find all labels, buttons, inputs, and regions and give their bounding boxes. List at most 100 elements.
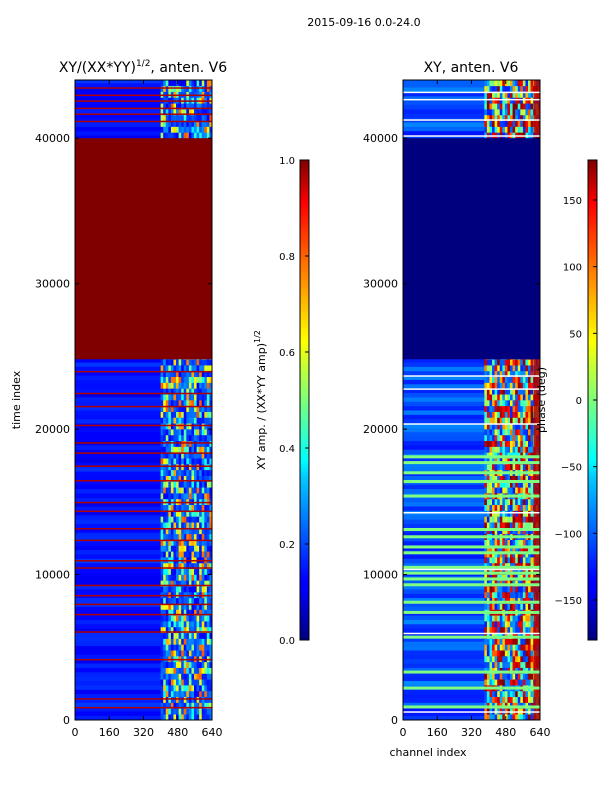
heat-cell — [165, 714, 169, 720]
heat-cell — [520, 429, 524, 436]
heat-cell — [178, 562, 182, 570]
heat-cell — [499, 656, 503, 663]
heat-cell — [188, 615, 192, 622]
heat-cell — [160, 586, 164, 593]
heat-cell — [507, 528, 511, 535]
heat-cell — [183, 510, 187, 517]
heat-cell — [168, 469, 172, 476]
flag-line — [403, 670, 540, 674]
heat-cell — [528, 85, 531, 92]
heat-cell — [170, 580, 174, 587]
heat-cell — [199, 423, 203, 430]
heat-cell — [196, 650, 200, 657]
heat-cell — [525, 120, 529, 127]
heat-cell — [494, 365, 498, 372]
heat-cell — [199, 475, 203, 482]
heat-cell — [484, 638, 488, 645]
heat-cell — [209, 429, 212, 436]
heat-cell — [199, 80, 203, 87]
heat-cell — [492, 446, 495, 453]
heat-cell — [209, 423, 212, 430]
heat-cell — [507, 673, 511, 680]
heat-cell — [522, 370, 526, 378]
heat-cell — [497, 114, 501, 122]
heat-cell — [206, 370, 210, 378]
heat-cell — [510, 481, 513, 488]
heat-cell — [515, 586, 519, 593]
heat-cell — [530, 370, 534, 378]
heat-cell — [206, 673, 210, 680]
heat-band — [75, 658, 212, 664]
heat-cell — [492, 661, 495, 668]
heat-cell — [170, 545, 174, 552]
heat-cell — [199, 597, 203, 604]
heat-cell — [176, 510, 179, 517]
heat-cell — [528, 551, 531, 558]
heat-cell — [510, 557, 513, 564]
heat-band — [75, 641, 212, 647]
heat-cell — [206, 440, 210, 447]
heat-cell — [499, 80, 503, 87]
heat-cell — [196, 382, 200, 389]
heat-cell — [528, 650, 531, 657]
heat-cell — [499, 405, 503, 412]
heat-cell — [183, 411, 187, 418]
heat-cell — [525, 434, 529, 442]
heat-cell — [168, 528, 172, 535]
heat-cell — [484, 423, 488, 430]
heat-cell — [494, 423, 498, 430]
heat-cell — [170, 440, 174, 447]
heat-cell — [209, 702, 212, 709]
heat-cell — [160, 434, 164, 442]
flag-line — [75, 567, 212, 569]
heat-cell — [165, 382, 169, 389]
heat-cell — [176, 574, 179, 581]
flag-line — [75, 613, 212, 616]
heat-cell — [186, 539, 190, 546]
heat-cell — [528, 539, 531, 546]
heat-cell — [515, 464, 519, 471]
heat-cell — [188, 388, 192, 395]
heat-cell — [489, 417, 493, 424]
heat-cell — [499, 417, 503, 424]
heat-cell — [163, 114, 167, 122]
heat-cell — [194, 510, 197, 517]
heat-cell — [173, 405, 177, 412]
heat-cell — [522, 429, 526, 436]
heat-cell — [515, 411, 519, 418]
heat-cell — [515, 440, 519, 447]
heat-cell — [188, 626, 192, 634]
heat-cell — [194, 423, 197, 430]
heat-cell — [530, 109, 534, 116]
heat-cell — [194, 685, 197, 692]
heat-cell — [170, 504, 174, 511]
heat-cell — [163, 458, 167, 465]
colorbar-tick-label: 0.2 — [279, 540, 295, 551]
heat-cell — [191, 708, 195, 715]
heat-cell — [173, 615, 177, 622]
heat-cell — [170, 714, 174, 720]
heat-cell — [160, 417, 164, 424]
heat-cell — [206, 411, 210, 418]
heat-cell — [530, 673, 534, 680]
heat-band — [75, 501, 212, 507]
heat-cell — [510, 429, 513, 436]
heat-cell — [204, 632, 208, 639]
heat-cell — [206, 510, 210, 517]
heat-cell — [507, 464, 511, 471]
heat-cell — [510, 475, 513, 482]
x-tick-label: 480 — [495, 726, 516, 739]
heat-cell — [163, 580, 167, 587]
heat-cell — [499, 516, 503, 523]
heat-cell — [520, 423, 524, 430]
heat-cell — [173, 429, 177, 436]
heat-cell — [196, 644, 200, 651]
heat-cell — [188, 632, 192, 639]
x-tick-label: 160 — [427, 726, 448, 739]
heat-band — [403, 410, 540, 415]
heat-cell — [494, 382, 498, 389]
heat-cell — [497, 504, 501, 511]
heat-cell — [510, 714, 513, 720]
heat-cell — [186, 120, 190, 127]
heat-cell — [517, 446, 521, 453]
